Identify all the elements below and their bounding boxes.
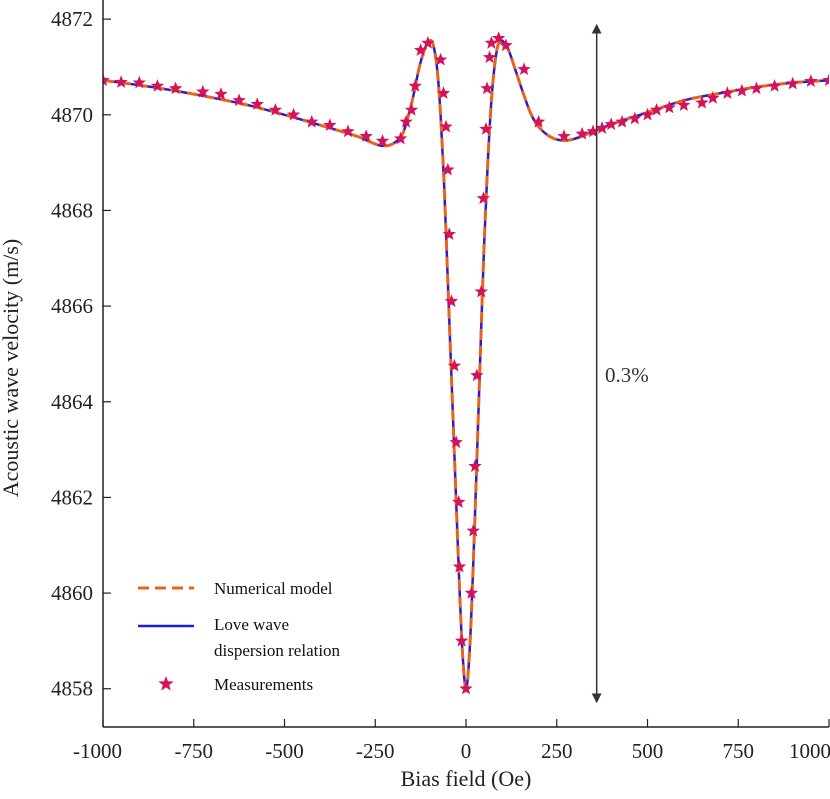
measurement-point [786, 76, 800, 90]
measurement-point [484, 36, 499, 49]
measurement-point [804, 74, 818, 87]
measurement-point [735, 83, 749, 97]
x-tick-label: 1000 [789, 739, 830, 763]
measurement-point [459, 681, 473, 695]
measurement-point [305, 114, 319, 128]
legend-label-numerical-model: Numerical model [214, 579, 333, 598]
measurement-point [103, 73, 110, 87]
measurement-point [441, 162, 455, 176]
y-axis: 4858 4860 4862 4864 4866 4868 4870 4872 [51, 7, 111, 701]
y-tick-label: 4862 [51, 485, 93, 509]
measurement-point [442, 227, 456, 241]
measurement-point [615, 114, 629, 128]
measurement-point [433, 52, 448, 66]
measurement-point [168, 81, 183, 95]
measurement-point [452, 495, 466, 508]
x-tick-label: 750 [723, 739, 755, 763]
measurement-point [720, 86, 735, 99]
measurement-point [341, 124, 355, 138]
measurement-point [480, 81, 494, 95]
measurement-point [531, 114, 546, 128]
x-axis-title: Bias field (Oe) [401, 766, 532, 791]
measurement-point [470, 368, 484, 382]
measurement-point [444, 294, 459, 307]
measurement-point [449, 435, 463, 449]
measurement-point [447, 358, 462, 372]
measurement-point [323, 118, 337, 131]
measurement-point [575, 126, 589, 140]
variation-label: 0.3% [605, 363, 649, 387]
measurement-point [557, 129, 571, 142]
measurement-point [706, 91, 720, 104]
measurement-point [196, 84, 210, 98]
legend: Numerical model Love wave dispersion rel… [138, 579, 341, 694]
measurement-point [150, 79, 165, 92]
measurement-point [408, 79, 422, 92]
measurement-point [474, 284, 488, 298]
y-axis-title: Acoustic wave velocity (m/s) [0, 239, 23, 497]
y-tick-label: 4864 [51, 390, 94, 414]
measurement-point [604, 117, 618, 131]
measurement-point [114, 75, 128, 88]
x-tick-label: -500 [265, 739, 304, 763]
measurement-point [482, 50, 497, 64]
legend-label-love-wave-line1: Love wave [214, 615, 289, 634]
measurement-point [250, 97, 264, 110]
y-tick-label: 4868 [51, 198, 93, 222]
y-tick-label: 4866 [51, 294, 93, 318]
measurement-point [767, 79, 782, 92]
y-tick-label: 4872 [51, 7, 93, 31]
y-tick-label: 4870 [51, 103, 93, 127]
legend-label-love-wave-line2: dispersion relation [214, 641, 341, 660]
measurement-point [214, 87, 228, 100]
measurement-point [662, 100, 676, 114]
measurement-point [436, 86, 451, 99]
measurement-point [452, 559, 467, 573]
measurement-point [695, 95, 709, 109]
y-tick-label: 4858 [51, 677, 93, 701]
measurement-point [649, 103, 664, 116]
measurement-point [640, 107, 655, 121]
legend-swatch-measurements [158, 676, 174, 691]
measurement-point [132, 75, 146, 89]
measurement-point [822, 73, 829, 87]
measurement-point [421, 36, 435, 49]
legend-label-measurements: Measurements [214, 675, 313, 694]
y-tick-label: 4860 [51, 581, 93, 605]
measurement-point [399, 114, 413, 128]
measurement-point [268, 103, 283, 116]
measurement-point [454, 633, 469, 647]
measurement-point [749, 81, 764, 95]
measurement-point [677, 98, 691, 111]
x-tick-label: 0 [461, 739, 472, 763]
measurement-point [375, 134, 390, 147]
x-tick-label: 500 [632, 739, 664, 763]
measurement-point [466, 523, 480, 537]
measurement-point [413, 43, 428, 56]
x-tick-label: -1000 [73, 739, 122, 763]
x-axis: -1000 -750 -500 -250 0 250 500 750 1000 [73, 719, 830, 763]
measurement-point [394, 131, 408, 145]
plot-area [103, 0, 829, 727]
measurement-point [492, 31, 506, 44]
measurement-point [479, 122, 493, 135]
measurement-point [468, 459, 482, 472]
x-tick-label: 250 [541, 739, 573, 763]
measurement-point [404, 103, 419, 116]
x-tick-label: -250 [356, 739, 395, 763]
measurement-point [499, 38, 513, 52]
measurement-point [439, 119, 453, 133]
measurement-point [595, 121, 609, 134]
measurement-point [359, 129, 373, 142]
x-tick-label: -750 [175, 739, 214, 763]
measurement-point [464, 586, 479, 599]
measurement-point [476, 191, 491, 205]
measurement-point [286, 107, 301, 121]
measurement-point [517, 62, 531, 76]
measurement-point [232, 93, 246, 107]
measurement-point [628, 111, 642, 125]
